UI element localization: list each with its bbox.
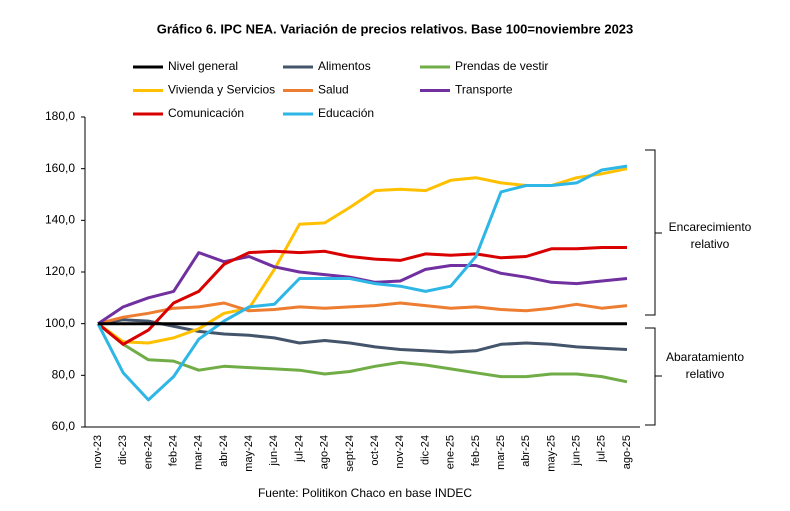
y-tick-label: 160,0 xyxy=(45,161,75,175)
y-tick-label: 180,0 xyxy=(45,109,75,123)
legend-label: Vivienda y Servicios xyxy=(168,83,275,97)
x-tick-label: jul-24 xyxy=(293,435,305,463)
x-tick-label: abr-25 xyxy=(520,435,532,467)
y-tick-label: 80,0 xyxy=(52,368,76,382)
x-tick-label: nov-23 xyxy=(92,435,104,469)
x-tick-label: mar-24 xyxy=(193,435,205,470)
y-tick-label: 60,0 xyxy=(52,419,76,433)
x-tick-label: sept-24 xyxy=(344,435,356,472)
series-line xyxy=(97,301,628,326)
x-tick-label: oct-24 xyxy=(369,435,381,466)
series-line xyxy=(97,167,628,345)
series-line xyxy=(97,251,628,325)
x-tick-label: jun-25 xyxy=(571,435,583,467)
x-tick-label: ene-24 xyxy=(142,435,154,469)
legend-label: Transporte xyxy=(455,83,513,97)
legend-label: Comunicación xyxy=(168,106,244,120)
x-tick-label: mar-25 xyxy=(495,435,507,470)
x-tick-label: dic-23 xyxy=(117,435,129,465)
legend-label: Alimentos xyxy=(318,59,371,73)
x-tick-label: ene-25 xyxy=(445,435,457,469)
annotation: relativo xyxy=(686,367,725,381)
x-tick-label: abr-24 xyxy=(218,435,230,467)
x-tick-label: jul-25 xyxy=(596,435,608,463)
x-tick-label: nov-24 xyxy=(394,435,406,469)
y-tick-label: 120,0 xyxy=(45,264,75,278)
y-tick-label: 100,0 xyxy=(45,316,75,330)
x-tick-label: feb-24 xyxy=(167,435,179,466)
source: Fuente: Politikon Chaco en base INDEC xyxy=(258,486,472,500)
annotation: Abaratamiento xyxy=(666,350,744,364)
legend-label: Prendas de vestir xyxy=(455,59,548,73)
legend-label: Salud xyxy=(318,83,349,97)
x-tick-label: may-24 xyxy=(243,435,255,472)
legend-label: Educación xyxy=(318,106,374,120)
y-tick-label: 140,0 xyxy=(45,213,75,227)
x-tick-label: jun-24 xyxy=(268,435,280,467)
series-line xyxy=(97,318,628,354)
bracket xyxy=(645,149,662,316)
legend-label: Nivel general xyxy=(168,59,238,73)
x-tick-label: feb-25 xyxy=(470,435,482,466)
series-line xyxy=(97,322,628,384)
annotation: relativo xyxy=(691,237,730,251)
x-tick-label: ago-25 xyxy=(621,435,633,469)
x-tick-label: may-25 xyxy=(545,435,557,472)
x-tick-label: dic-24 xyxy=(419,435,431,465)
annotation: Encarecimiento xyxy=(669,220,752,234)
x-tick-label: ago-24 xyxy=(319,435,331,469)
series-line xyxy=(96,164,628,402)
bracket xyxy=(645,327,662,426)
chart-title: Gráfico 6. IPC NEA. Variación de precios… xyxy=(157,21,634,36)
series-line xyxy=(97,246,627,346)
